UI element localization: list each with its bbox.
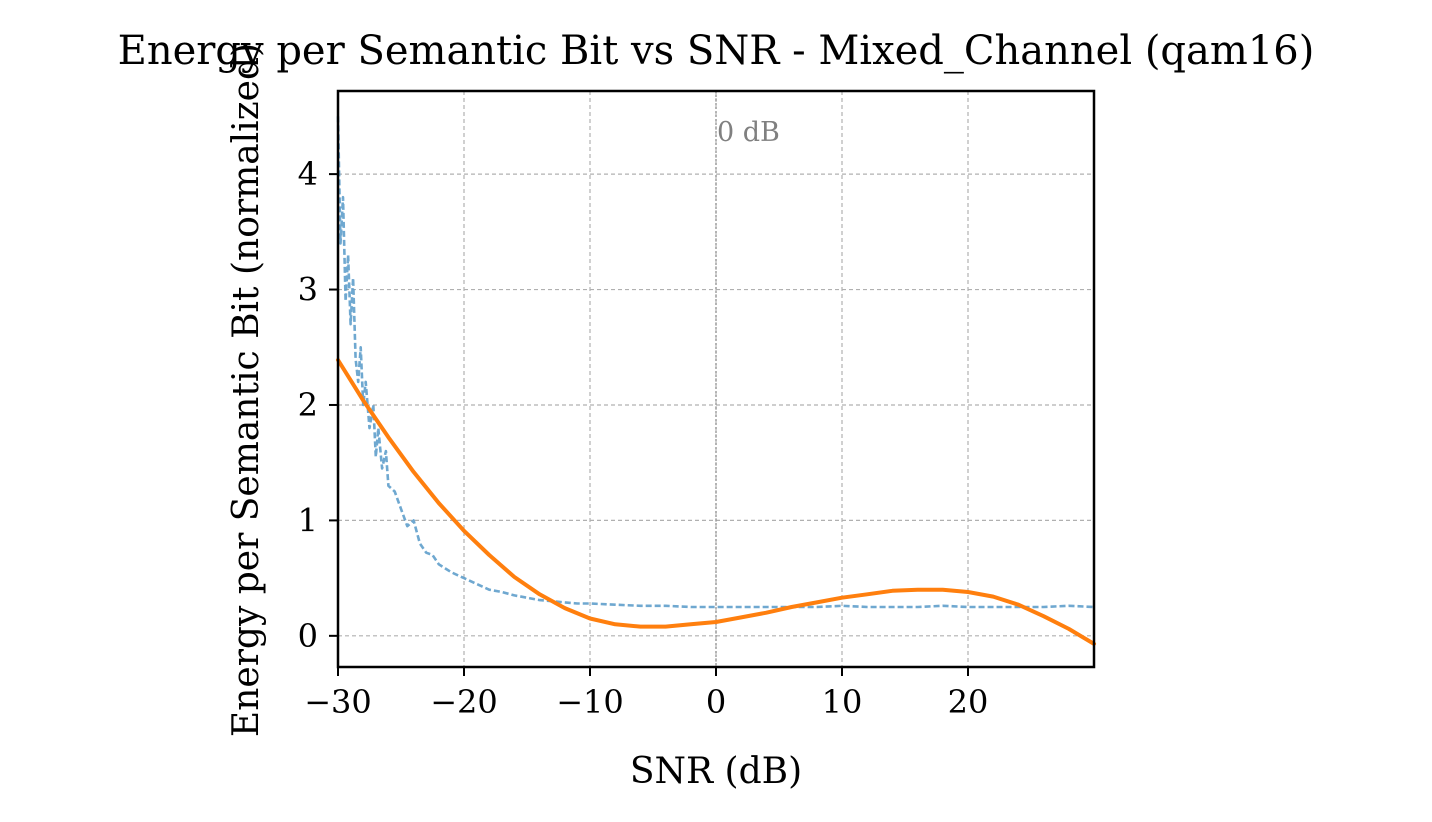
reference-line-label: 0 dB	[717, 117, 780, 148]
x-tick-label: −30	[304, 683, 372, 721]
chart-title: Energy per Semantic Bit vs SNR - Mixed_C…	[118, 28, 1315, 74]
x-tick-label: −20	[430, 683, 498, 721]
y-tick-label: 1	[298, 501, 318, 539]
x-tick-label: 0	[706, 683, 726, 721]
y-tick-label: 4	[298, 155, 318, 193]
plot-frame	[336, 89, 1096, 669]
series-line-measured	[336, 116, 1095, 609]
x-tick-label: 10	[822, 683, 863, 721]
reference-line-group: 0 dB	[715, 91, 780, 667]
y-tick-label: 0	[298, 617, 318, 655]
series-group	[336, 116, 1096, 646]
y-axis-label: Energy per Semantic Bit (normalized)	[226, 43, 267, 737]
x-tick-label: 20	[948, 683, 989, 721]
series-line-fit	[336, 358, 1096, 646]
y-tick-label: 3	[298, 271, 318, 309]
x-axis-label: SNR (dB)	[630, 751, 802, 792]
x-tick-label: −10	[556, 683, 624, 721]
tick-group: −30 −20 −10 0 10 20 0 1 2 3 4	[298, 155, 989, 721]
y-tick-label: 2	[298, 386, 318, 424]
